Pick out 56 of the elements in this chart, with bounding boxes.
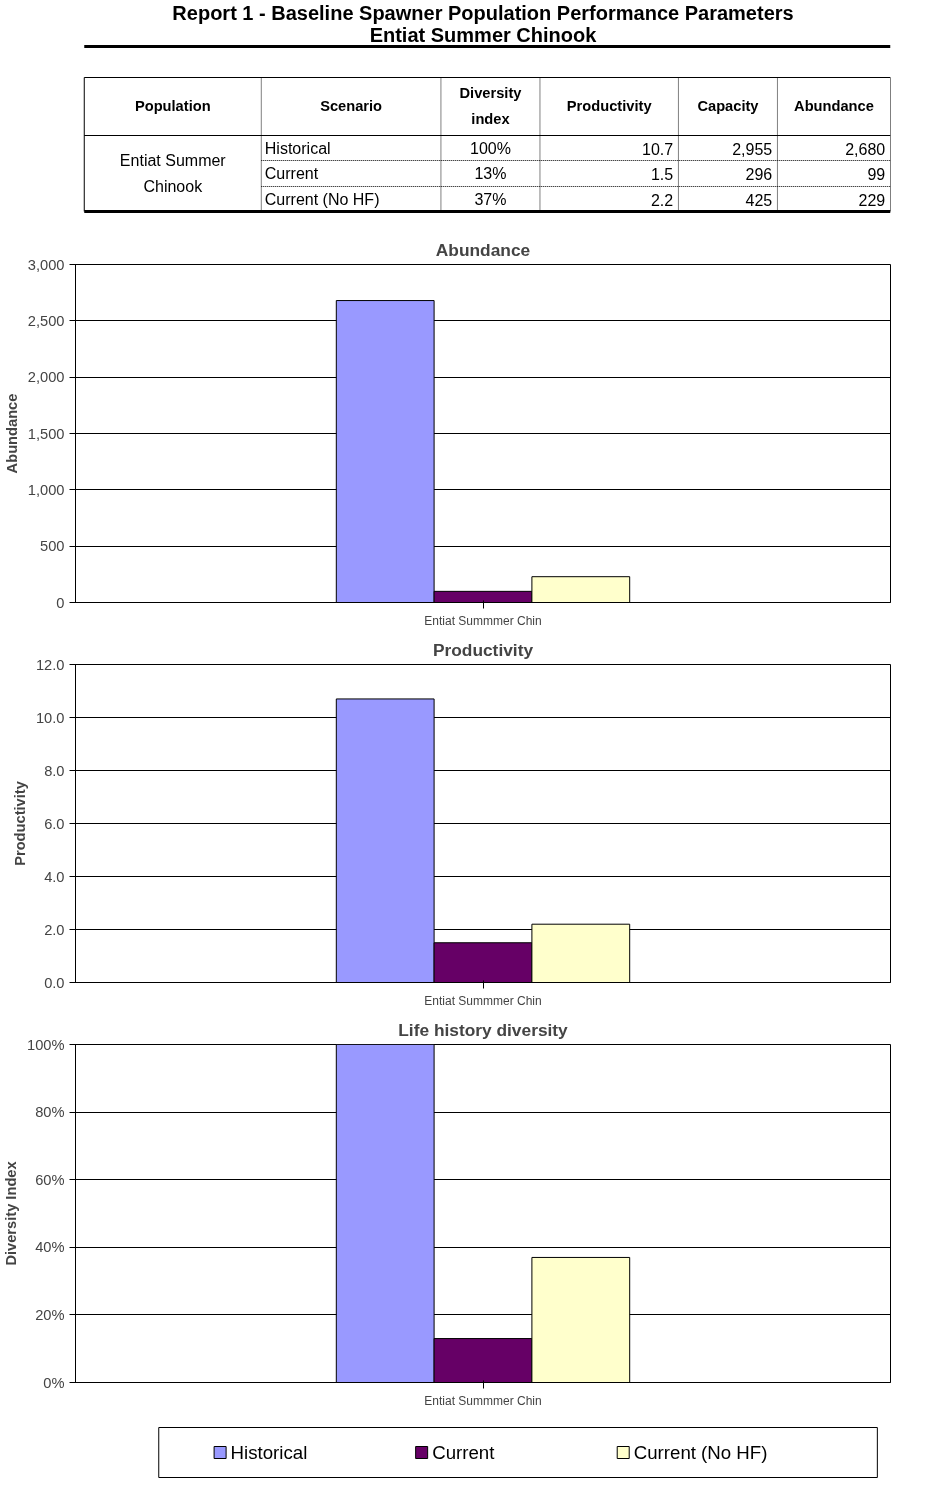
y-tick-label: 1,500 [27, 425, 65, 442]
y-tick-label: 80% [35, 1104, 65, 1121]
text: 2.2 [650, 191, 674, 209]
y-axis-title: Abundance [3, 393, 20, 474]
y-axis-title: Diversity Index [3, 1160, 20, 1266]
text: 10.7 [642, 140, 674, 158]
y-tick-label: 100% [27, 1036, 65, 1053]
y-tick-label: 20% [35, 1306, 65, 1323]
y-tick-label: 1,000 [27, 481, 65, 498]
text: 13% [474, 165, 507, 182]
text: 1.5 [650, 165, 674, 183]
text: Productivity [566, 97, 653, 114]
text: Current (No HF) [264, 191, 380, 208]
text: 2,680 [845, 140, 886, 158]
text: Scenario [320, 97, 383, 114]
text: Abundance [794, 97, 874, 114]
chart-title: Productivity [432, 639, 534, 660]
y-tick-label: 500 [40, 538, 65, 555]
legend-label: Historical [230, 1442, 308, 1463]
y-tick-label: 2,000 [27, 369, 65, 386]
y-tick-label: 40% [35, 1239, 65, 1256]
x-tick-label: Entiat Summmer Chin [424, 613, 542, 628]
text: 2,955 [732, 140, 773, 158]
text: 100% [469, 140, 511, 157]
text: Current [264, 165, 319, 182]
chart-title: Life history diversity [398, 1019, 569, 1040]
y-axis-title: Productivity [11, 780, 28, 866]
legend-label: Current [432, 1442, 496, 1463]
y-tick-label: 0 [56, 594, 65, 611]
y-tick-label: 2.0 [44, 921, 65, 938]
y-tick-label: 8.0 [44, 762, 65, 779]
y-tick-label: 2,500 [27, 312, 65, 329]
text: 99 [867, 165, 886, 183]
text: 37% [474, 191, 507, 208]
legend-label: Current (No HF) [633, 1442, 768, 1463]
y-tick-label: 0% [43, 1374, 65, 1391]
x-tick-label: Entiat Summmer Chin [424, 993, 542, 1008]
y-tick-label: 6.0 [44, 815, 65, 832]
y-tick-label: 12.0 [35, 656, 65, 673]
text: 425 [745, 191, 773, 209]
text: Population [134, 97, 211, 114]
y-tick-label: 60% [35, 1171, 65, 1188]
text: Historical [264, 140, 331, 157]
x-tick-label: Entiat Summmer Chin [424, 1393, 542, 1408]
chart-title: Abundance [435, 239, 531, 260]
text: Report 1 - Baseline Spawner Population Performance Parameters [172, 1, 794, 24]
y-tick-label: 10.0 [35, 709, 65, 726]
text: Entiat Summer Chinook [369, 23, 598, 46]
text: Capacity [697, 97, 760, 114]
text: Entiat Summer Chinook [119, 152, 227, 195]
y-tick-label: 4.0 [44, 868, 65, 885]
text: 229 [858, 191, 886, 209]
text: 296 [745, 165, 773, 183]
y-tick-label: 0.0 [44, 974, 65, 991]
y-tick-label: 3,000 [27, 256, 65, 273]
text: Diversity index [459, 84, 523, 127]
